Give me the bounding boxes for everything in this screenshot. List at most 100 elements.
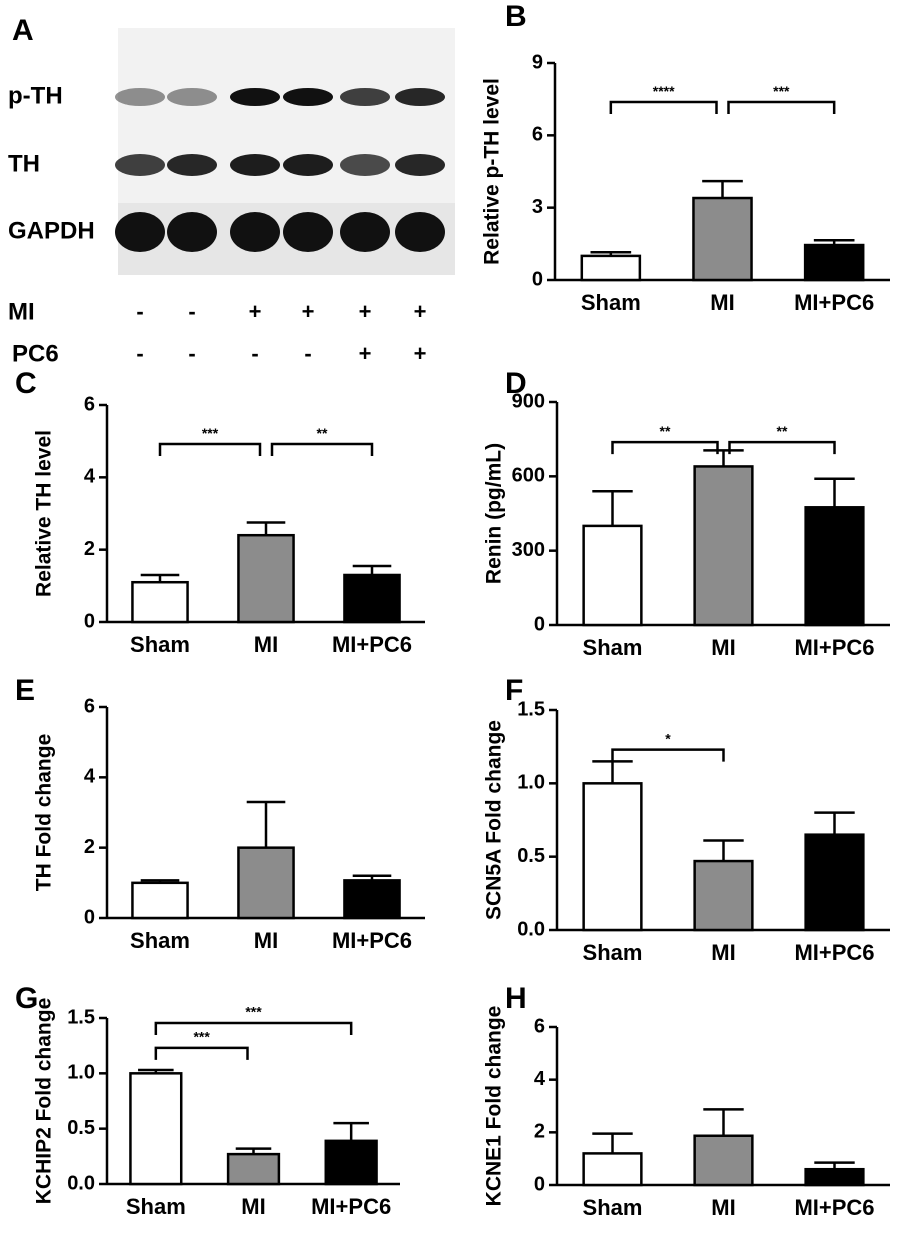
x-tick-label: Sham (130, 632, 190, 657)
panel-letter: G (15, 982, 38, 1015)
condition-sign: + (414, 299, 427, 324)
y-tick-label: 300 (512, 539, 545, 561)
x-tick-label: MI (711, 635, 735, 660)
x-tick-label: Sham (583, 635, 643, 660)
bar (693, 465, 754, 627)
x-tick-label: MI+PC6 (794, 1195, 874, 1220)
bar (804, 1167, 865, 1187)
y-tick-label: 1.5 (67, 1006, 95, 1028)
y-tick-label: 1.0 (517, 772, 545, 794)
y-axis-label: KCNE1 Fold change (483, 1006, 506, 1207)
x-tick-label: Sham (130, 928, 190, 953)
condition-sign: + (249, 299, 262, 324)
blot-band (115, 88, 165, 106)
y-tick-label: 0.0 (67, 1172, 95, 1194)
x-tick-label: MI+PC6 (794, 635, 874, 660)
y-tick-label: 600 (512, 465, 545, 487)
y-tick-label: 0 (84, 610, 95, 632)
bar (343, 573, 401, 624)
blot-band (115, 154, 165, 176)
blot-band (167, 88, 217, 106)
bar (324, 1139, 378, 1186)
blot-band (340, 154, 390, 176)
significance-label: *** (245, 1004, 262, 1020)
y-axis-label: KCHIP2 Fold change (33, 998, 56, 1205)
panel-letter: F (505, 674, 523, 707)
y-tick-label: 6 (84, 393, 95, 415)
y-tick-label: 6 (84, 695, 95, 717)
significance-label: * (665, 730, 671, 746)
blot-row-label: p-TH (8, 82, 63, 109)
bar (693, 859, 754, 932)
panel-letter: B (505, 0, 527, 33)
bar (580, 254, 642, 282)
x-tick-label: MI (241, 1194, 265, 1219)
significance-label: ** (317, 425, 328, 441)
blot-band (395, 154, 445, 176)
y-tick-label: 1.0 (67, 1062, 95, 1084)
bar (237, 533, 295, 624)
significance-bracket (728, 440, 836, 455)
y-tick-label: 0.0 (517, 918, 545, 940)
bar (131, 580, 189, 624)
y-axis-label: Relative TH level (33, 430, 56, 597)
x-tick-label: MI (254, 928, 278, 953)
blot-band (167, 212, 217, 252)
significance-bracket (611, 440, 719, 455)
condition-sign: - (304, 341, 311, 366)
y-tick-label: 4 (84, 466, 96, 488)
blot-band (167, 154, 217, 176)
panel-letter: D (505, 367, 527, 400)
bar (803, 243, 865, 282)
significance-label: ** (777, 423, 788, 439)
condition-sign: - (188, 299, 195, 324)
bar (582, 1152, 643, 1187)
bar (131, 881, 189, 920)
x-tick-label: Sham (581, 290, 641, 315)
x-tick-label: Sham (583, 940, 643, 965)
x-tick-label: MI (711, 1195, 735, 1220)
significance-label: ** (660, 423, 671, 439)
y-axis-label: SCN5A Fold change (483, 720, 506, 920)
significance-label: *** (193, 1029, 210, 1045)
y-tick-label: 2 (84, 538, 95, 560)
y-axis-label: Relative p-TH level (481, 78, 504, 265)
panel-letter: E (15, 674, 35, 707)
significance-bracket (158, 442, 262, 457)
bar (226, 1152, 281, 1186)
blot-row-label: TH (8, 150, 40, 177)
y-tick-label: 9 (532, 51, 543, 73)
y-axis-label: TH Fold change (33, 734, 56, 892)
x-tick-label: MI (710, 290, 734, 315)
y-tick-label: 4 (84, 766, 96, 788)
y-tick-label: 0 (534, 613, 545, 635)
significance-bracket (727, 100, 836, 115)
significance-label: *** (202, 425, 219, 441)
condition-sign: - (188, 341, 195, 366)
x-tick-label: Sham (583, 1195, 643, 1220)
y-tick-label: 0.5 (67, 1117, 95, 1139)
bar (237, 846, 295, 920)
bar (804, 506, 865, 627)
condition-sign: + (302, 299, 315, 324)
condition-sign: + (359, 341, 372, 366)
x-tick-label: MI+PC6 (332, 928, 412, 953)
x-tick-label: MI (711, 940, 735, 965)
panel-letter: H (505, 982, 527, 1015)
blot-band (230, 88, 280, 106)
significance-bracket (270, 442, 374, 457)
blot-row-label: GAPDH (8, 217, 95, 244)
significance-label: *** (773, 83, 790, 99)
blot-band (340, 212, 390, 252)
y-tick-label: 2 (534, 1121, 545, 1143)
y-tick-label: 6 (534, 1015, 545, 1037)
bar (343, 879, 401, 920)
x-tick-label: Sham (126, 1194, 186, 1219)
y-tick-label: 3 (532, 196, 543, 218)
blot-background (118, 28, 455, 203)
significance-label: **** (653, 83, 675, 99)
blot-band (283, 212, 333, 252)
bar (129, 1072, 183, 1186)
blot-band (395, 88, 445, 106)
